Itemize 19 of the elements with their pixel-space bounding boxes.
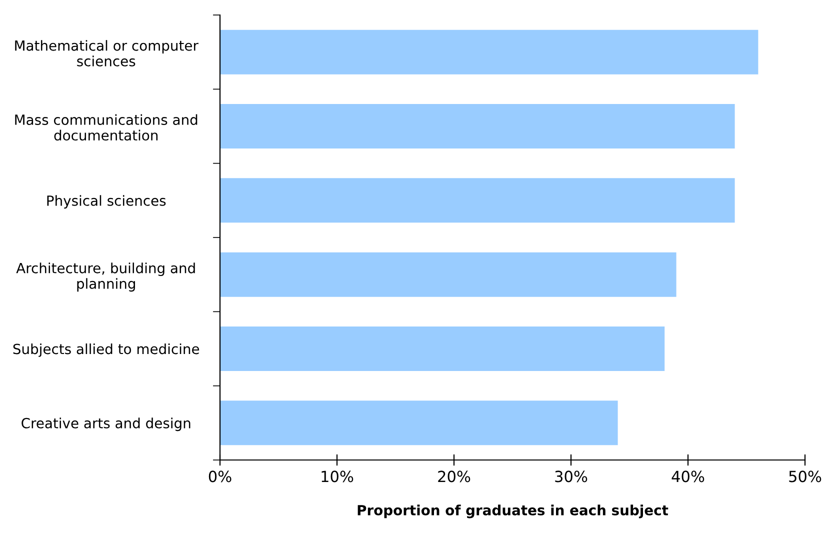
bar <box>220 178 735 223</box>
x-tick-label: 50% <box>789 470 822 482</box>
bar <box>220 252 676 297</box>
x-tick-label: 40% <box>672 470 704 482</box>
x-tick-label: 10% <box>322 470 354 482</box>
x-tick-label: 30% <box>555 470 588 482</box>
y-tick-label: Physical sciences <box>47 195 166 209</box>
y-tick-label: Subjects allied to medicine <box>13 343 200 357</box>
bar <box>220 400 618 446</box>
x-axis-title: Proportion of graduates in each subject <box>358 504 668 518</box>
y-tick-label: Architecture, building and planning <box>16 262 195 292</box>
x-tick-label: 0% <box>208 470 232 482</box>
y-tick-label: Creative arts and design <box>22 418 190 432</box>
bar <box>220 30 758 74</box>
x-tick-label: 20% <box>438 470 470 482</box>
bar <box>220 104 735 148</box>
y-tick-label: Mathematical or computer sciences <box>15 40 198 66</box>
bar <box>220 326 665 371</box>
y-tick-label: Mass communications and documentation <box>15 114 198 141</box>
